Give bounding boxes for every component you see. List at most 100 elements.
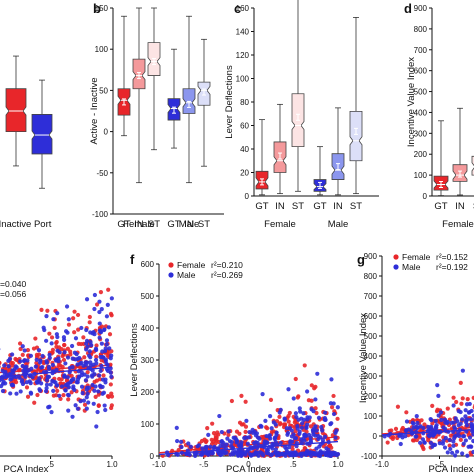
- y-tick-label: 700: [414, 46, 428, 55]
- x-tick-label: .5: [47, 460, 54, 469]
- scatter-point: [445, 419, 450, 425]
- scatter-point: [208, 444, 213, 449]
- scatter-point: [435, 383, 440, 388]
- scatter-point: [451, 439, 456, 444]
- scatter-point: [385, 440, 390, 445]
- scatter-point: [311, 429, 316, 435]
- scatter-point: [451, 395, 456, 400]
- scatter-point: [105, 302, 110, 307]
- y-tick-label: 0: [373, 432, 378, 441]
- scatter-point: [281, 422, 287, 427]
- scatter-point: [100, 349, 105, 354]
- scatter-point: [206, 432, 211, 437]
- scatter-point: [469, 444, 474, 449]
- scatter-point: [79, 341, 84, 347]
- scatter-point: [442, 445, 448, 450]
- scatter-point: [415, 420, 420, 426]
- scatter-point: [99, 341, 104, 346]
- scatter-point: [308, 424, 314, 429]
- scatter-point: [217, 413, 222, 419]
- scatter-point: [47, 355, 52, 360]
- scatter-point: [296, 417, 301, 422]
- scatter-point: [428, 416, 433, 422]
- x-tick-label: -1.0: [375, 460, 389, 469]
- scatter-point: [465, 396, 470, 402]
- scatter-point: [93, 394, 98, 399]
- y-tick-label: 500: [414, 88, 428, 97]
- scatter-point: [263, 418, 268, 423]
- scatter-point: [46, 374, 52, 379]
- scatter-point: [44, 378, 50, 383]
- legend-label: Male: [177, 270, 196, 280]
- scatter-point: [445, 450, 450, 455]
- scatter-point: [428, 440, 434, 445]
- scatter-point: [447, 437, 452, 443]
- scatter-point: [335, 416, 340, 421]
- scatter-point: [109, 403, 114, 408]
- scatter-point: [81, 335, 86, 340]
- legend-r2: r²=0.210: [211, 260, 243, 270]
- scatter-point: [50, 378, 55, 384]
- scatter-point: [421, 446, 426, 452]
- y-tick-label: 400: [141, 324, 155, 333]
- scatter-point: [91, 362, 96, 367]
- legend-marker: [393, 254, 399, 260]
- scatter-point: [327, 443, 333, 448]
- scatter-point: [71, 386, 76, 391]
- panel-label: f: [130, 252, 135, 267]
- scatter-point: [293, 450, 298, 455]
- y-tick-label: 900: [364, 252, 378, 261]
- scatter-point: [61, 357, 67, 363]
- scatter-point: [314, 428, 319, 433]
- x-category-label: ST: [350, 201, 362, 212]
- scatter-point: [264, 433, 269, 439]
- scatter-point: [471, 438, 474, 444]
- scatter-point: [83, 378, 88, 383]
- scatter-point: [84, 395, 89, 400]
- y-tick-label: 200: [141, 388, 155, 397]
- scatter-point: [57, 393, 62, 398]
- y-tick-label: 600: [364, 312, 378, 321]
- scatter-point: [22, 348, 27, 353]
- scatter-point: [267, 433, 272, 438]
- scatter-point: [266, 451, 271, 456]
- scatter-point: [409, 428, 414, 433]
- scatter-point: [471, 395, 474, 400]
- scatter-point: [175, 438, 180, 444]
- scatter-point: [32, 400, 37, 405]
- group-label: Inactive Port: [0, 219, 52, 230]
- scatter-point: [443, 435, 448, 441]
- scatter-point: [461, 441, 466, 446]
- x-category-label: ST: [148, 219, 160, 230]
- scatter-point: [85, 374, 90, 379]
- x-axis-label: PCA Index: [226, 464, 271, 474]
- group-label: Female: [123, 219, 155, 230]
- scatter-point: [59, 384, 65, 389]
- scatter-point: [293, 411, 299, 416]
- scatter-point: [93, 357, 99, 363]
- scatter-point: [305, 422, 310, 427]
- scatter-point: [426, 438, 431, 443]
- scatter-point: [328, 401, 333, 406]
- scatter-point: [314, 410, 319, 416]
- scatter-point: [9, 382, 14, 388]
- x-category-label: IN: [184, 219, 194, 230]
- scatter-point: [94, 302, 100, 307]
- scatter-point: [322, 450, 327, 455]
- scatter-point: [466, 410, 472, 415]
- scatter-point: [237, 420, 243, 425]
- scatter-point: [237, 431, 242, 436]
- scatter-point: [434, 409, 440, 414]
- scatter-point: [28, 391, 34, 396]
- legend-marker: [393, 264, 399, 270]
- scatter-point: [445, 406, 450, 411]
- scatter-point: [70, 414, 75, 419]
- x-category-label: GT: [117, 219, 130, 230]
- scatter-point: [92, 379, 97, 384]
- scatter-point: [104, 342, 109, 347]
- scatter-point: [54, 344, 59, 349]
- scatter-point: [295, 426, 300, 431]
- scatter-point: [36, 348, 42, 353]
- scatter-point: [329, 421, 334, 426]
- scatter-point: [335, 405, 340, 410]
